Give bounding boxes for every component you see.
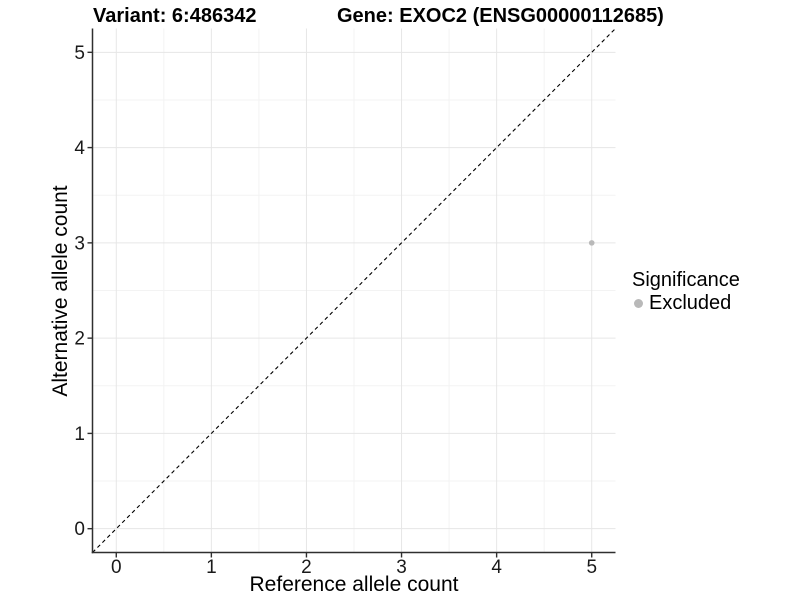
y-tick-label: 3: [74, 233, 85, 254]
x-tick-label: 1: [206, 557, 217, 578]
legend-label: Excluded: [649, 292, 732, 314]
y-tick-label: 2: [74, 329, 85, 350]
x-tick-label: 4: [491, 557, 502, 578]
legend-point-icon: [634, 298, 643, 308]
y-axis-title: Alternative allele count: [49, 185, 72, 397]
legend-item-excluded: Excluded: [632, 293, 740, 313]
x-tick-label: 3: [396, 557, 407, 578]
x-tick-label: 0: [111, 557, 122, 578]
x-tick-label: 2: [301, 557, 312, 578]
x-axis-title: Reference allele count: [249, 573, 459, 596]
y-tick-label: 4: [74, 138, 85, 159]
y-tick-label: 5: [74, 43, 85, 64]
y-tick-label: 0: [74, 519, 85, 540]
plot-title-gene: Gene: EXOC2 (ENSG00000112685): [337, 5, 664, 27]
plot-title-variant: Variant: 6:486342: [93, 5, 257, 27]
legend-title: Significance: [632, 269, 740, 291]
identity-line: [92, 28, 616, 553]
y-tick-label: 1: [74, 424, 85, 445]
legend: Significance Excluded: [632, 269, 740, 314]
x-tick-label: 5: [586, 557, 597, 578]
data-point: [588, 240, 595, 246]
